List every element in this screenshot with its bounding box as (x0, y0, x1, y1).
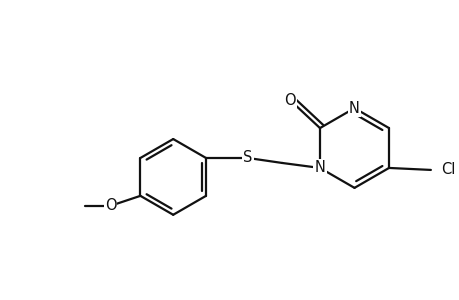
Text: O: O (105, 198, 116, 213)
Text: N: N (348, 100, 359, 116)
Text: S: S (243, 151, 252, 166)
Text: N: N (348, 100, 359, 116)
Text: Cl: Cl (440, 162, 454, 177)
Text: O: O (284, 93, 295, 108)
Text: S: S (243, 151, 252, 166)
Text: N: N (314, 160, 325, 175)
Text: O: O (284, 93, 295, 108)
Text: O: O (105, 198, 116, 213)
Text: N: N (314, 160, 325, 175)
Text: Cl: Cl (440, 162, 454, 177)
